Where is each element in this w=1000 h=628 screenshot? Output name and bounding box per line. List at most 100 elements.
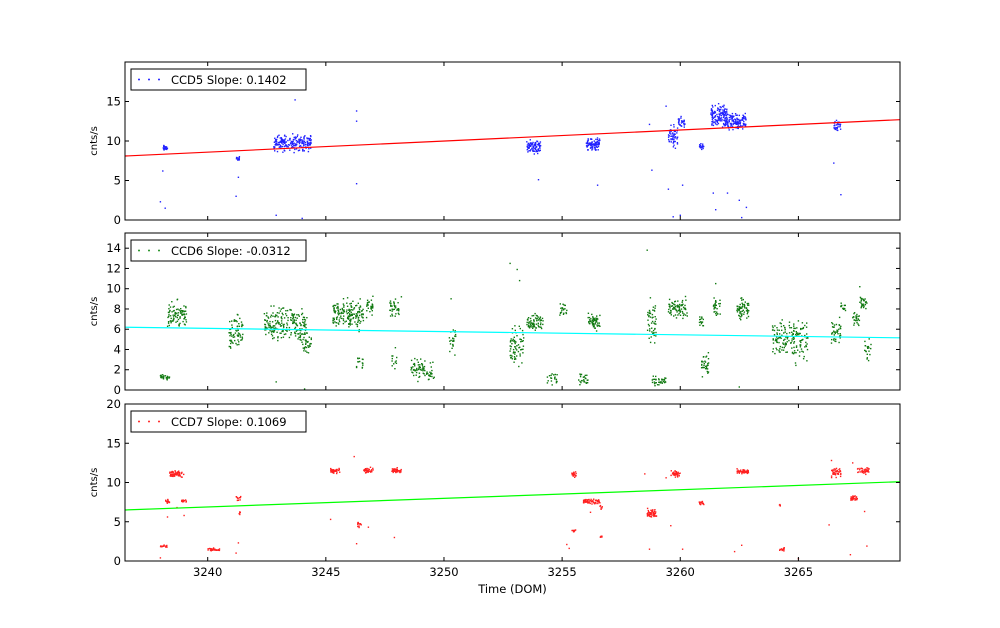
data-point — [275, 322, 278, 324]
data-point — [834, 332, 836, 335]
data-point — [305, 340, 307, 342]
ccd5-y-axis-label: cnts/s — [89, 126, 100, 156]
data-point — [676, 127, 679, 129]
data-point — [422, 366, 424, 368]
ccd5-cluster — [833, 119, 842, 132]
data-point — [283, 141, 285, 143]
data-point — [714, 115, 717, 117]
data-point — [370, 305, 372, 308]
data-point — [858, 319, 861, 322]
data-point — [238, 325, 241, 327]
data-point — [331, 470, 333, 473]
data-point — [305, 327, 307, 329]
data-point — [350, 306, 353, 308]
data-point — [264, 327, 266, 330]
data-point — [365, 470, 367, 472]
data-point — [600, 507, 602, 509]
data-point — [174, 312, 177, 314]
outlier-point — [301, 217, 303, 220]
data-point — [566, 309, 568, 312]
ccd7-cluster — [391, 467, 402, 474]
data-point — [855, 316, 857, 318]
data-point — [800, 328, 802, 331]
data-point — [294, 327, 296, 330]
data-point — [782, 342, 784, 344]
data-point — [303, 350, 305, 352]
data-point — [537, 142, 540, 144]
data-point — [854, 498, 856, 501]
data-point — [839, 335, 841, 337]
data-point — [670, 312, 672, 314]
data-point — [649, 511, 652, 514]
data-point — [175, 473, 177, 475]
data-point — [654, 342, 656, 344]
data-point — [168, 304, 170, 306]
data-point — [293, 142, 295, 144]
data-point — [864, 471, 866, 474]
data-point — [272, 315, 274, 317]
data-point — [295, 322, 297, 324]
data-point — [342, 318, 345, 320]
data-point — [838, 328, 840, 330]
data-point — [794, 327, 796, 330]
data-point — [731, 125, 734, 127]
data-point — [793, 346, 795, 349]
data-point — [333, 310, 335, 312]
legend-marker — [138, 249, 140, 252]
data-point — [676, 305, 678, 307]
data-point — [294, 136, 296, 138]
data-point — [292, 317, 295, 319]
data-point — [348, 309, 350, 311]
data-point — [517, 350, 520, 353]
data-point — [672, 132, 674, 134]
data-point — [862, 470, 865, 473]
data-point — [306, 351, 308, 353]
ccd6-plot-frame — [124, 232, 901, 391]
data-point — [185, 307, 187, 309]
data-point — [429, 371, 431, 373]
data-point — [452, 344, 454, 346]
data-point — [582, 376, 585, 378]
data-point — [805, 345, 808, 348]
data-point — [589, 147, 592, 149]
data-point — [599, 504, 602, 507]
data-point — [796, 327, 798, 329]
data-point — [172, 474, 174, 476]
outlier-point — [715, 282, 717, 285]
data-point — [418, 366, 421, 368]
data-point — [793, 342, 795, 344]
data-point — [647, 509, 649, 512]
data-point — [184, 324, 186, 326]
data-point — [294, 148, 296, 151]
data-point — [649, 316, 652, 318]
data-point — [725, 114, 727, 117]
data-point — [277, 337, 279, 339]
data-point — [287, 146, 289, 148]
data-point — [293, 144, 295, 146]
data-point — [742, 471, 745, 473]
data-point — [330, 467, 332, 470]
data-point — [526, 319, 529, 321]
data-point — [343, 315, 345, 317]
data-point — [173, 318, 175, 320]
data-point — [559, 312, 562, 314]
data-point — [786, 341, 788, 343]
y-tick-label: 6 — [114, 322, 121, 336]
data-point — [597, 149, 599, 151]
data-point — [530, 142, 532, 144]
data-point — [595, 321, 597, 324]
data-point — [238, 513, 240, 515]
data-point — [183, 473, 185, 476]
data-point — [298, 333, 300, 335]
data-point — [361, 310, 363, 312]
data-point — [293, 322, 295, 324]
data-point — [365, 471, 368, 474]
legend-marker — [138, 78, 140, 81]
data-point — [723, 114, 726, 116]
data-point — [336, 307, 338, 309]
data-point — [546, 376, 549, 378]
data-point — [184, 499, 187, 501]
data-point — [416, 368, 418, 370]
data-point — [359, 523, 362, 525]
data-point — [783, 548, 785, 550]
